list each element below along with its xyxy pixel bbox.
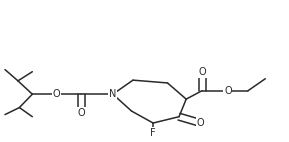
Text: O: O bbox=[198, 67, 206, 77]
Text: F: F bbox=[150, 128, 156, 138]
Text: O: O bbox=[53, 89, 61, 99]
Text: O: O bbox=[197, 118, 204, 128]
Text: N: N bbox=[109, 89, 116, 99]
Text: O: O bbox=[77, 108, 85, 118]
Text: O: O bbox=[224, 86, 232, 96]
